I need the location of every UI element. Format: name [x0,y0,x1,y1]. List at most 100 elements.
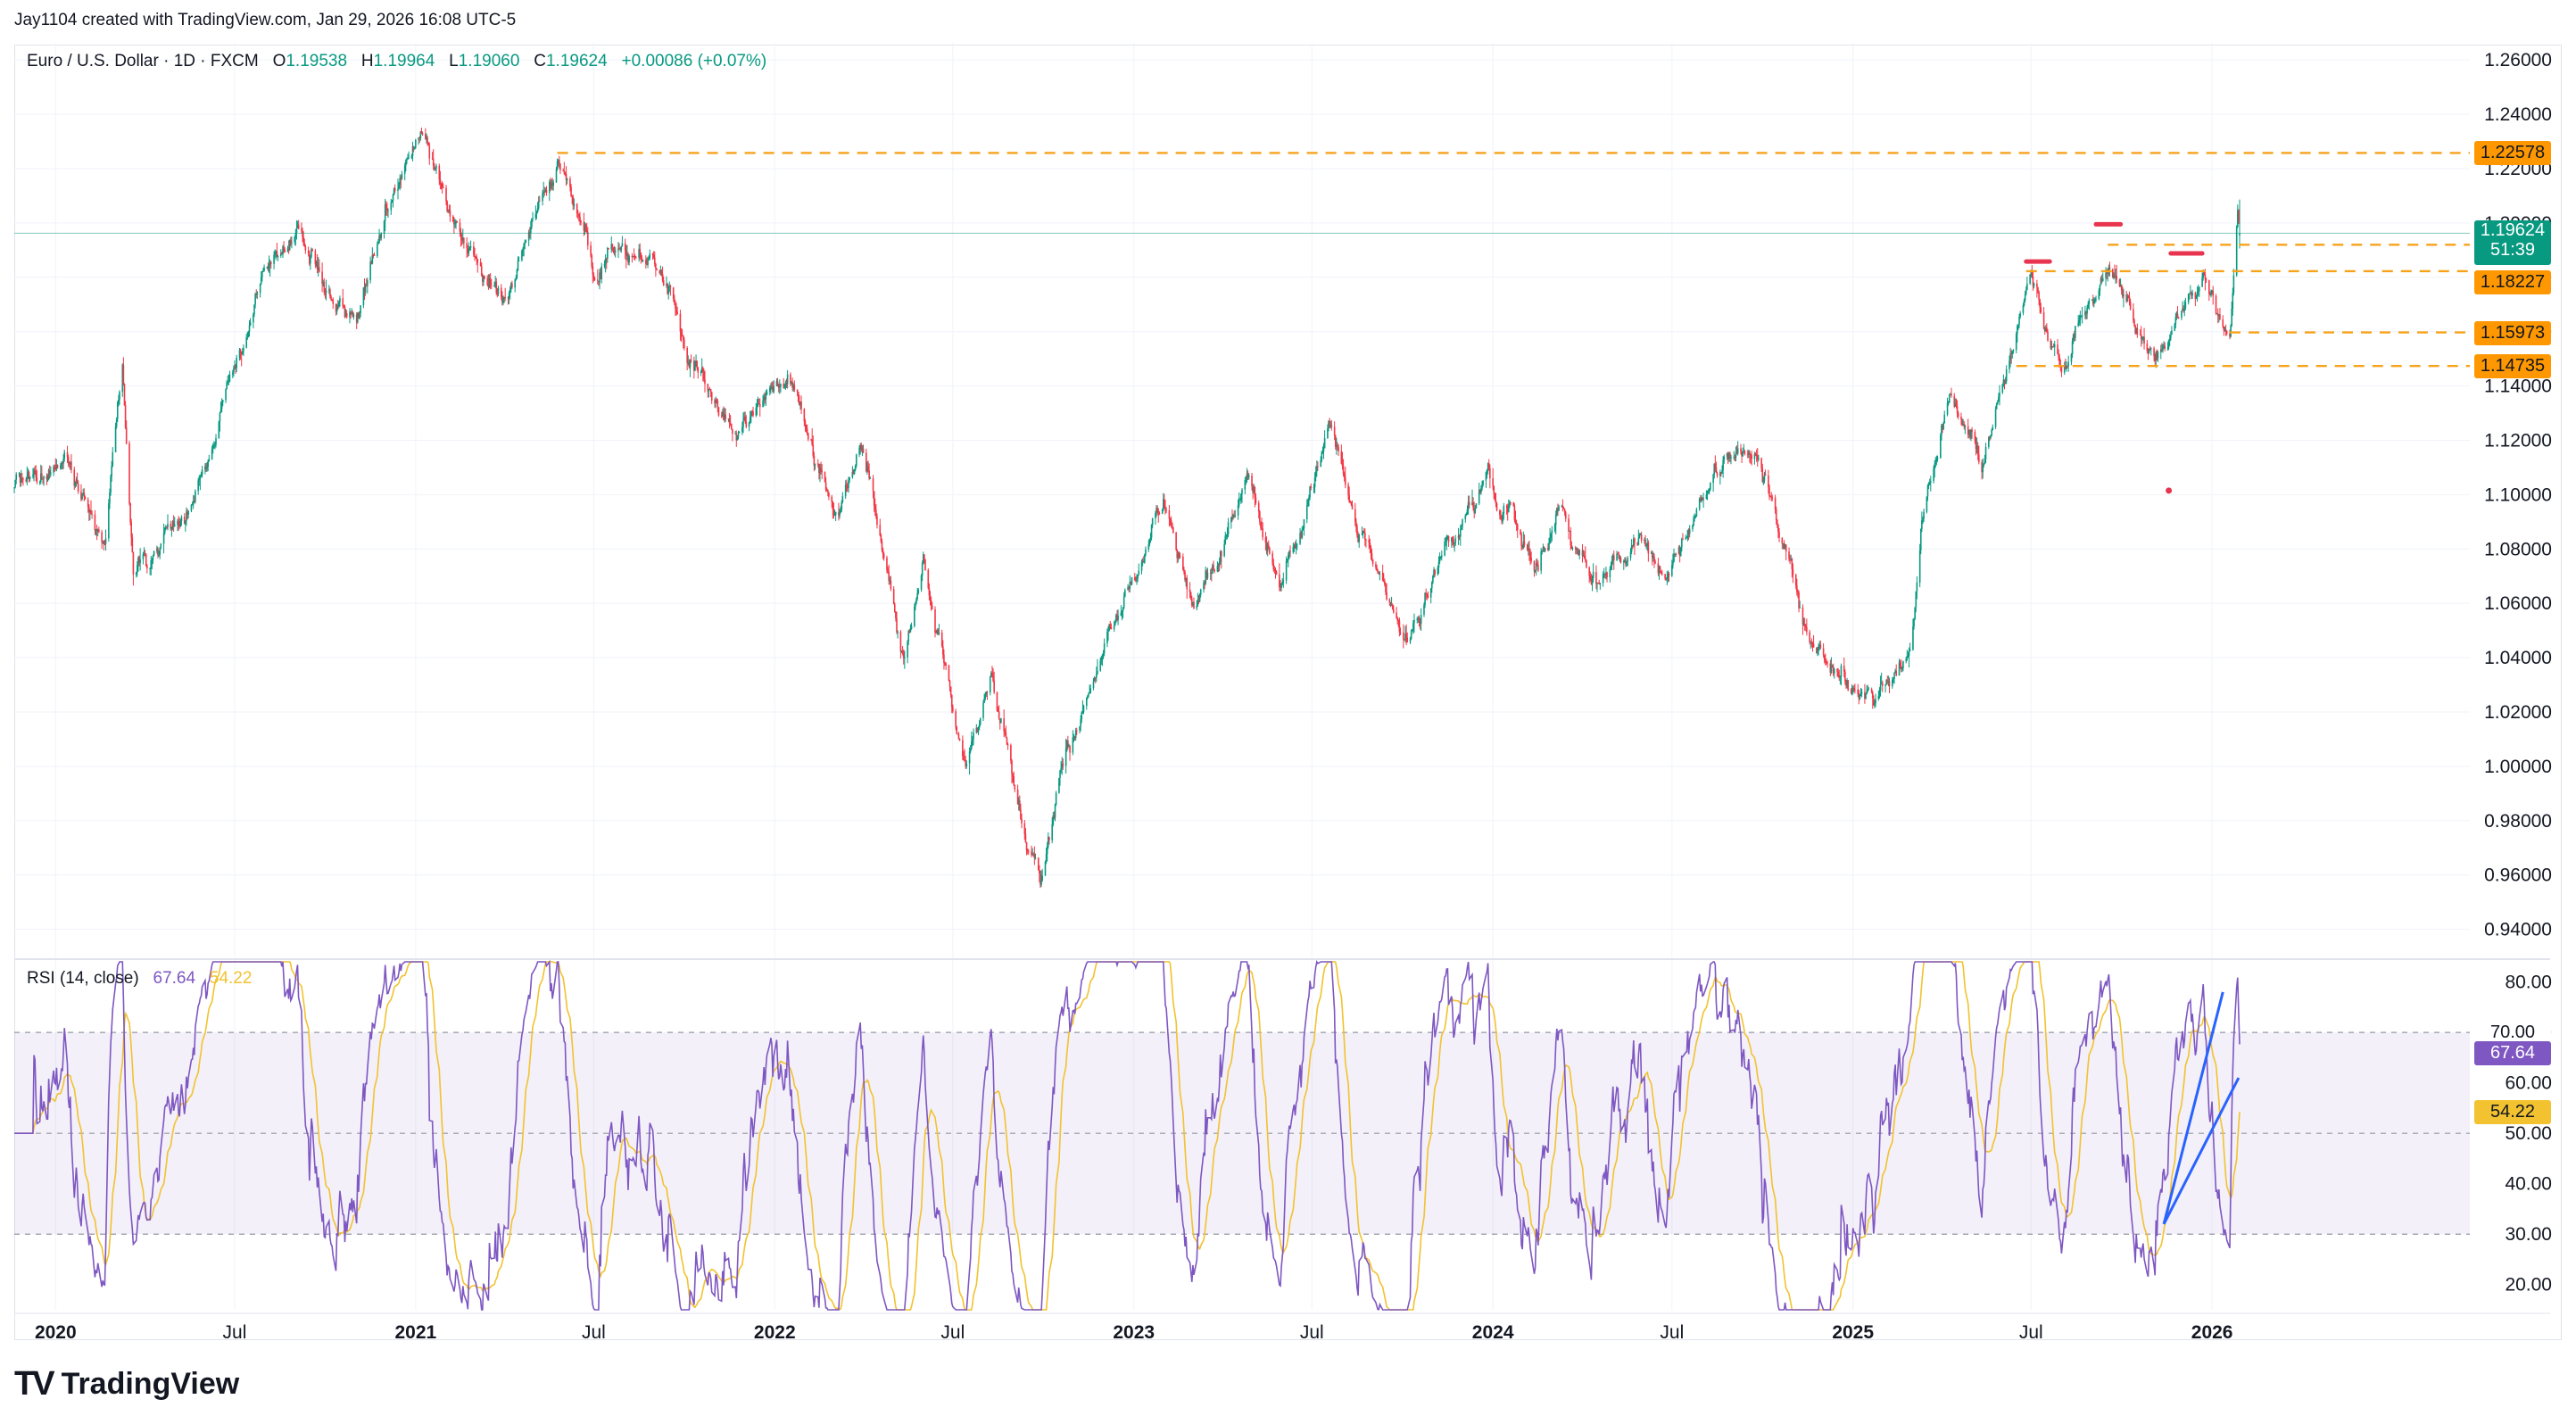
candle-body [369,261,371,281]
candle-body [1231,517,1233,518]
candle-body [1964,426,1967,427]
time-tick-label: Jul [223,1322,247,1343]
candle-body [627,253,629,263]
candle-body [1217,566,1220,567]
candle-body [1478,489,1480,504]
candle-body [32,475,34,477]
candle-body [515,277,518,280]
candle-body [1750,453,1752,456]
candle-body [342,298,344,307]
candle-body [544,189,547,193]
candle-body [537,201,540,209]
candle-body [214,444,216,446]
candle-body [1695,509,1698,517]
candle-body [599,272,601,283]
high-label: H [360,52,374,70]
candle-body [1375,563,1377,568]
candle-body [2067,361,2069,367]
candle-body [1184,571,1186,581]
candle-body [598,281,600,283]
candle-body [1596,583,1598,584]
tradingview-logo[interactable]: TV TradingView [14,1365,239,1403]
candle-body [1079,725,1081,731]
time-tick-label: 2025 [1832,1322,1874,1343]
candle-body [1802,607,1804,625]
candle-body [2168,337,2171,341]
candle-body [1960,416,1962,420]
candle-body [642,260,644,261]
candle-body [1912,626,1914,650]
candle-body [792,385,795,388]
candle-body [543,191,546,193]
candle-body [1430,582,1433,589]
candle-body [1907,655,1909,658]
candle-body [1837,672,1839,675]
candle-body [276,251,278,257]
candle-body [15,474,18,480]
candle-body [613,250,616,253]
candle-body [1040,880,1042,885]
candle-body [750,410,752,418]
candle-body [1866,691,1868,695]
candle-body [1219,551,1222,562]
candle-body [358,312,360,319]
chart-frame[interactable] [14,45,2562,1340]
candle-body [2133,309,2134,321]
candle-body [1860,691,1863,693]
candle-body [887,570,889,573]
candles [13,127,2241,889]
candle-body [18,474,21,476]
candle-body [43,476,45,479]
candle-body [1742,452,1744,457]
candle-body [832,501,834,509]
candle-body [2073,334,2075,338]
candle-body [729,423,732,425]
candle-body [435,165,437,169]
candle-body [129,503,131,523]
candle-body [103,541,105,544]
rsi-title[interactable]: RSI (14, close) [27,969,139,988]
time-tick-label: 2023 [1113,1322,1155,1343]
rsi-lines [14,959,2241,1311]
candle-body [1749,451,1751,454]
candle-body [735,433,738,441]
candle-body [1574,547,1577,550]
candle-body [1075,730,1078,732]
symbol-title[interactable]: Euro / U.S. Dollar · 1D · FXCM [27,52,259,70]
candle-body [1915,591,1918,608]
candle-body [1341,463,1344,467]
candle-body [453,221,455,225]
candle-body [370,261,373,264]
candle-body [976,727,979,733]
candle-body [924,559,926,570]
candle-body [2140,335,2142,340]
candle-body [463,237,465,244]
candle-body [1726,452,1728,457]
candle-body [821,470,824,472]
candle-body [1273,569,1276,571]
candle-body [866,467,868,472]
candle-body [1658,567,1661,574]
candle-body [1661,573,1663,575]
candle-body [411,146,414,156]
candle-body [204,466,206,470]
candle-body [924,554,925,560]
candle-body [143,553,145,555]
candle-body [893,604,896,613]
candle-body [418,137,419,140]
candle-body [1117,616,1119,620]
candle-body [1193,601,1195,609]
candle-body [824,471,826,483]
candle-body [763,396,765,402]
candle-body [446,201,448,211]
candle-body [1557,508,1559,511]
candle-body [191,504,194,506]
candle-body [1730,457,1732,459]
candle-body [1151,518,1154,526]
candle-body [812,444,815,456]
candle-body [607,248,609,259]
candle-body [2040,307,2042,313]
candle-body [1533,560,1536,572]
candle-body [1485,472,1487,481]
